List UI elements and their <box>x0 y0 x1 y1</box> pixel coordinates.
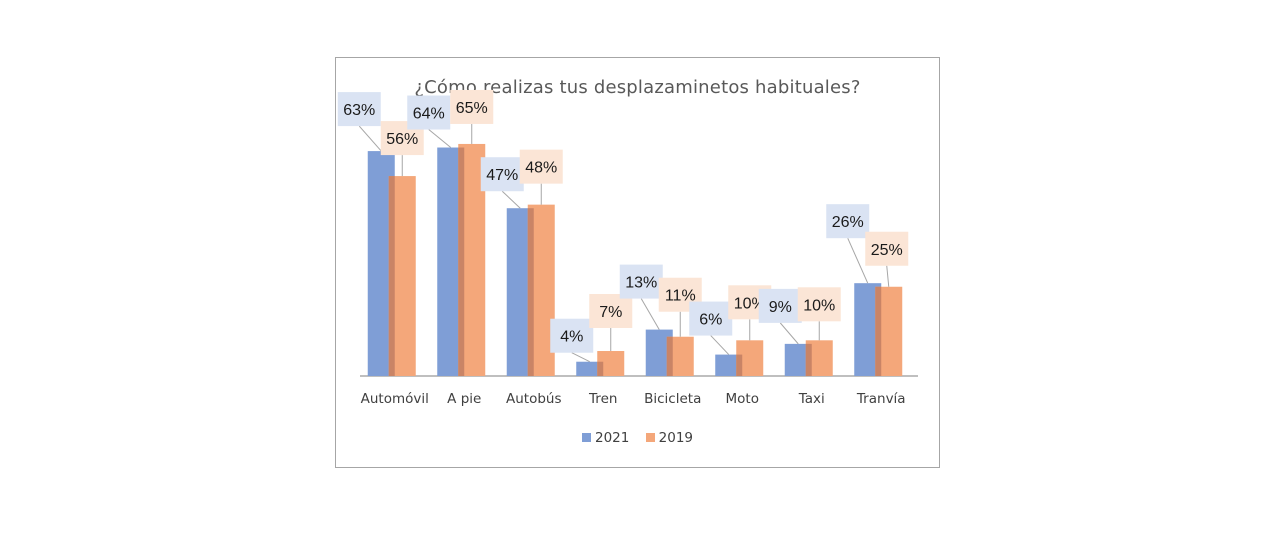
legend-label-2021: 2021 <box>594 430 630 446</box>
leader-line-2021-4 <box>640 298 660 330</box>
data-label-2021-2: 47% <box>486 167 518 184</box>
chart-frame: ¿Cómo realizas tus desplazaminetos habit… <box>335 57 940 468</box>
leader-line-2021-1 <box>428 129 452 148</box>
bar-overlap-2 <box>527 208 534 376</box>
bar-overlap-0 <box>388 176 395 376</box>
data-label-box-2021-5 <box>689 301 733 336</box>
data-label-box-2021-0 <box>337 92 381 127</box>
leader-line-2021-5 <box>710 335 730 355</box>
data-label-2021-4: 13% <box>625 275 657 292</box>
data-label-box-2019-6 <box>797 287 841 322</box>
category-label-4: Bicicleta <box>644 391 701 407</box>
bar-overlap-1 <box>458 147 465 376</box>
data-label-2019-5: 10% <box>734 295 766 312</box>
bar-2021-3 <box>576 361 604 376</box>
data-label-2021-5: 6% <box>699 312 722 329</box>
bar-2021-5 <box>715 354 743 376</box>
category-label-5: Moto <box>726 391 759 407</box>
data-label-2021-0: 63% <box>343 102 375 119</box>
legend-swatch-2021 <box>581 433 591 442</box>
data-label-2019-4: 11% <box>665 288 696 305</box>
data-label-2021-7: 26% <box>832 214 864 231</box>
data-label-2021-1: 64% <box>413 106 445 123</box>
data-label-box-2021-7 <box>826 204 870 239</box>
data-label-box-2019-3 <box>589 294 633 329</box>
data-label-box-2021-3 <box>550 318 594 353</box>
data-label-2019-3: 7% <box>599 304 622 321</box>
data-label-2021-6: 9% <box>769 299 792 316</box>
data-label-2021-3: 4% <box>560 329 583 346</box>
category-label-7: Tranvía <box>856 391 906 407</box>
data-label-box-2021-2 <box>480 157 524 192</box>
data-label-box-2021-1 <box>407 95 451 130</box>
bar-chart: Automóvil A pie Autobús Tren Bicicleta Moto Ta… <box>337 89 918 407</box>
legend-item-2021: 2021 <box>581 430 630 446</box>
category-label-0: Automóvil <box>361 391 429 407</box>
legend-swatch-2019 <box>645 433 655 442</box>
category-label-2: Autobús <box>506 391 562 407</box>
legend-label-2019: 2019 <box>658 430 693 446</box>
category-label-1: A pie <box>447 391 481 407</box>
data-label-2019-0: 56% <box>386 131 418 148</box>
data-label-box-2021-6 <box>758 288 802 323</box>
data-label-2019-2: 48% <box>525 160 557 177</box>
bar-overlap-7 <box>875 286 882 376</box>
data-label-box-2019-7 <box>865 231 909 266</box>
bar-overlap-3 <box>597 361 604 376</box>
leader-line-2021-7 <box>847 237 869 284</box>
data-label-2019-7: 25% <box>871 242 903 259</box>
category-label-6: Taxi <box>798 391 825 407</box>
leader-line-2021-2 <box>501 190 521 209</box>
category-label-3: Tren <box>588 391 617 407</box>
data-label-2019-1: 65% <box>456 100 488 117</box>
data-label-box-2019-1 <box>450 89 494 124</box>
legend: 2021 2019 <box>336 430 939 446</box>
bar-overlap-4 <box>666 336 673 376</box>
bar-overlap-5 <box>736 354 743 376</box>
leader-line-2019-7 <box>886 265 890 287</box>
leader-line-2021-6 <box>779 322 799 345</box>
leader-line-2021-3 <box>571 352 590 363</box>
chart-title: ¿Cómo realizas tus desplazaminetos habit… <box>414 77 861 98</box>
data-label-2019-6: 10% <box>803 297 835 314</box>
data-label-box-2019-2 <box>519 149 563 184</box>
bar-overlap-6 <box>805 343 812 376</box>
data-label-box-2021-4 <box>619 264 663 299</box>
legend-item-2019: 2019 <box>645 430 693 446</box>
leader-line-2021-0 <box>358 125 382 152</box>
